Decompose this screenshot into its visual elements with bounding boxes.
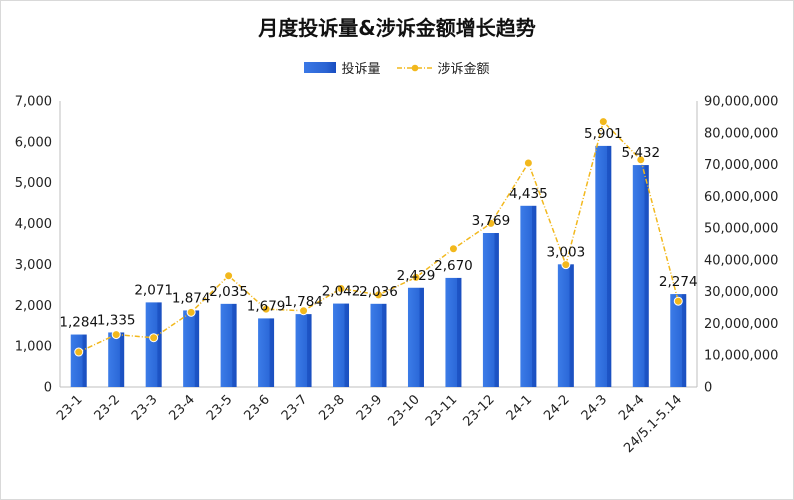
y-left-tick-label: 2,000 — [15, 299, 52, 314]
y-right-tick-label: 0 — [704, 381, 712, 396]
x-tick-label: 23-8 — [316, 392, 347, 423]
line-point — [149, 333, 159, 343]
y-right-tick-label: 40,000,000 — [704, 253, 778, 268]
bar — [258, 318, 275, 387]
y-right-tick-label: 10,000,000 — [704, 349, 778, 364]
y-left-tick-label: 0 — [44, 381, 52, 396]
line-point — [523, 158, 533, 168]
x-tick-label: 23-1 — [54, 392, 85, 423]
legend-label-bar: 投诉量 — [341, 62, 381, 77]
y-right-tick-label: 60,000,000 — [704, 190, 778, 205]
bar — [482, 233, 499, 387]
bar — [108, 332, 125, 387]
x-tick-label: 23-7 — [279, 392, 310, 423]
bar-data-label: 2,035 — [209, 284, 248, 300]
bar-data-label: 2,036 — [359, 284, 398, 300]
x-tick-label: 23-6 — [241, 392, 272, 423]
bar — [445, 277, 462, 387]
bar — [520, 205, 537, 387]
bar-data-label: 5,432 — [621, 145, 660, 161]
x-tick-label: 23-2 — [92, 392, 123, 423]
x-tick-label: 24-3 — [579, 392, 610, 423]
line-point — [111, 330, 121, 340]
line-point — [224, 271, 234, 281]
line-point — [186, 307, 196, 317]
line-point — [411, 272, 421, 282]
bar — [333, 303, 350, 387]
y-left-tick-label: 4,000 — [15, 217, 52, 232]
bar-data-label: 2,429 — [397, 268, 436, 284]
x-tick-label: 23-11 — [423, 392, 460, 429]
y-right-tick-label: 80,000,000 — [704, 126, 778, 141]
bar-data-label: 5,901 — [584, 126, 623, 142]
bar-data-label: 4,435 — [509, 186, 548, 202]
y-left-tick-label: 1,000 — [15, 340, 52, 355]
bar — [183, 310, 200, 387]
bar-data-label: 2,670 — [434, 258, 473, 274]
bar — [595, 145, 612, 387]
line-point — [448, 244, 458, 254]
line-point — [374, 290, 383, 300]
bar-data-label: 3,003 — [547, 244, 586, 260]
line-point — [561, 260, 571, 270]
line-point — [673, 296, 683, 306]
x-tick-label: 24-4 — [616, 392, 647, 423]
y-right-tick-label: 50,000,000 — [704, 222, 778, 237]
bar-data-label: 2,042 — [322, 284, 361, 300]
bar — [407, 287, 424, 387]
legend-item-line: 涉诉金额 — [396, 58, 490, 77]
x-tick-label: 24-2 — [541, 392, 572, 423]
bar-data-label: 1,335 — [97, 312, 136, 328]
legend-item-bar: 投诉量 — [304, 58, 381, 77]
chart-title: 月度投诉量&涉诉金额增长趋势 — [258, 16, 536, 40]
bar-data-label: 3,769 — [472, 213, 511, 229]
bar-data-label: 2,071 — [134, 282, 173, 298]
bar-data-label: 1,874 — [172, 290, 211, 306]
bar — [632, 165, 649, 387]
y-right-tick-label: 30,000,000 — [704, 285, 778, 300]
bar-data-label: 1,679 — [247, 298, 286, 314]
y-right-tick-label: 20,000,000 — [704, 317, 778, 332]
line-point — [299, 306, 309, 316]
y-left-tick-label: 3,000 — [15, 258, 52, 273]
x-tick-label: 23-4 — [166, 392, 197, 423]
bar-data-label: 2,274 — [659, 274, 698, 290]
legend-label-line: 涉诉金额 — [437, 62, 490, 77]
bar — [670, 294, 687, 387]
x-tick-label: 24-1 — [504, 392, 535, 423]
x-tick-label: 23-10 — [385, 392, 422, 429]
y-left-tick-label: 7,000 — [15, 95, 52, 110]
y-right-tick-label: 70,000,000 — [704, 158, 778, 173]
line-point — [486, 218, 496, 228]
y-left-tick-label: 6,000 — [15, 135, 52, 150]
bar — [557, 264, 574, 387]
line-point — [598, 117, 608, 127]
line-point — [261, 304, 271, 314]
bar — [295, 314, 312, 387]
x-tick-label: 23-3 — [129, 392, 160, 423]
y-right-tick-label: 90,000,000 — [704, 95, 778, 110]
line-point — [636, 155, 646, 165]
bar — [220, 303, 237, 387]
legend-bar-swatch — [304, 62, 337, 73]
bar — [145, 302, 162, 387]
chart-legend: 投诉量 涉诉金额 — [0, 58, 794, 77]
x-tick-label: 23-5 — [204, 392, 235, 423]
bar-data-label: 1,784 — [284, 294, 323, 310]
bar — [70, 334, 87, 387]
bar — [370, 303, 387, 387]
line-point — [74, 347, 84, 357]
x-tick-label: 23-12 — [460, 392, 497, 429]
x-tick-label: 23-9 — [354, 392, 385, 423]
line-point — [336, 283, 346, 293]
y-left-tick-label: 5,000 — [15, 176, 52, 191]
bar-data-label: 1,284 — [59, 315, 98, 331]
legend-line-swatch — [396, 64, 433, 71]
